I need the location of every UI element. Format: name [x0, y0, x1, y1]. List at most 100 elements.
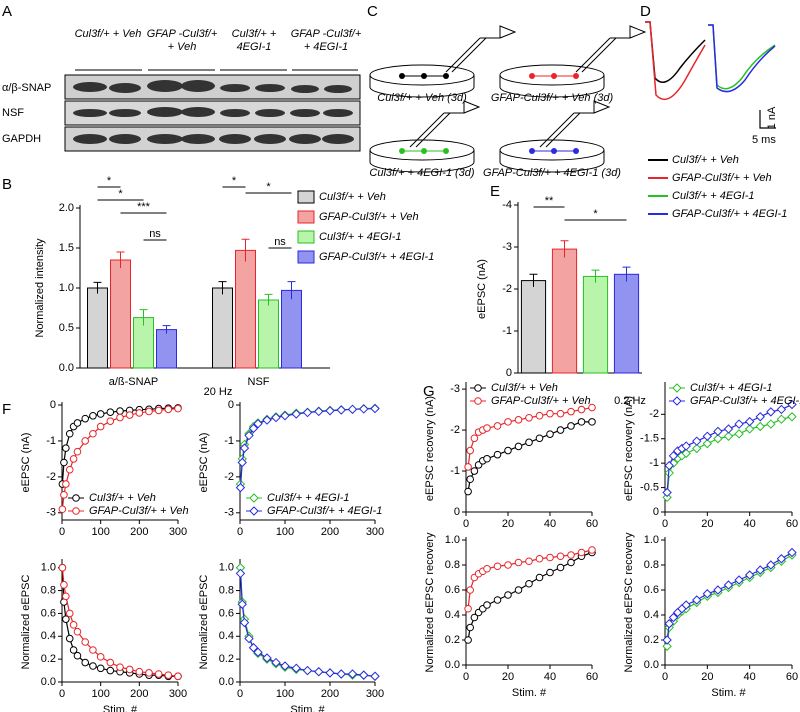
point [125, 665, 134, 674]
point [89, 662, 97, 670]
point [567, 558, 575, 567]
y-tick-label: 0.0 [219, 676, 234, 688]
point [672, 383, 682, 393]
point [106, 666, 115, 675]
dish-label: GFAP-Cul3f/+ + Veh (3d) [491, 92, 614, 104]
panel-label: B [2, 176, 12, 193]
x-tick-label: 20 [502, 518, 514, 530]
y-axis-label: Normalized eEPSC recovery [623, 532, 635, 672]
x-tick-label: 100 [276, 688, 294, 700]
y-tick-label: -2 [450, 424, 460, 436]
point [514, 416, 523, 424]
x-tick-label: 300 [169, 688, 187, 700]
legend-label: Cul3f/+ + 4EGI-1 [690, 382, 773, 394]
point [713, 426, 723, 437]
y-tick-label: -3 [46, 507, 56, 519]
significance: ** [545, 195, 554, 207]
x-tick-label: 300 [169, 526, 187, 538]
point [744, 416, 755, 427]
x-tick-label: 0 [59, 526, 65, 538]
point [58, 505, 67, 514]
point [464, 463, 472, 471]
y-tick-label: -2 [46, 471, 56, 483]
y-tick-label: 0.5 [59, 322, 74, 334]
point [514, 442, 523, 451]
dish [499, 25, 647, 98]
point [681, 600, 691, 610]
significance: * [593, 208, 598, 220]
point [470, 613, 479, 622]
point [776, 554, 787, 564]
point [65, 634, 74, 643]
point [535, 434, 544, 443]
point [466, 475, 475, 484]
x-tick-label: 200 [130, 688, 148, 700]
y-tick-label: -2 [649, 408, 659, 420]
point [470, 467, 479, 475]
blot-column-label: GFAP -Cul3f/+ + 4EGI-1 [290, 28, 362, 53]
x-tick-label: 0 [237, 526, 243, 538]
y-tick-label: -1 [46, 435, 56, 447]
legend-label: Cul3f/+ + 4EGI-1 [319, 231, 402, 243]
point [546, 568, 554, 577]
y-tick-label: 0.8 [644, 559, 659, 571]
y-tick-label: -1.5 [640, 433, 659, 445]
point [546, 430, 554, 438]
point [546, 553, 554, 562]
point [96, 653, 105, 661]
dish-label: Cul3f/+ + Veh (3d) [377, 92, 467, 104]
point [72, 507, 80, 515]
x-tick-label: 20 [701, 671, 713, 683]
x-tick-label: 40 [544, 671, 556, 683]
point [62, 592, 70, 601]
point [248, 423, 259, 434]
blot-column-label: Cul3f/+ + Veh [74, 28, 142, 40]
point [237, 457, 247, 468]
y-tick-label: -1 [502, 325, 512, 337]
blot-bands [73, 80, 354, 144]
point [567, 551, 575, 559]
y-tick-label: 0.4 [644, 609, 659, 621]
x-tick-label: 40 [744, 671, 756, 683]
y-tick-label: 0.8 [219, 584, 234, 596]
point [723, 580, 734, 590]
point [370, 403, 380, 414]
legend-label: Cul3f/+ + 4EGI-1 [672, 190, 755, 202]
x-tick-label: a/ß-SNAP [109, 376, 159, 388]
point [567, 422, 575, 430]
legend-label: GFAP-Cul3f/+ + 4EGI-1 [267, 505, 382, 517]
y-tick-label: 0.6 [41, 607, 56, 619]
point [280, 661, 290, 671]
y-tick-label: 0.6 [219, 607, 234, 619]
y-tick-label: 1.0 [644, 534, 659, 546]
point [60, 458, 68, 467]
point [62, 444, 70, 452]
y-tick-label: -2 [502, 283, 512, 295]
point [662, 641, 672, 651]
y-tick-label: 0.0 [445, 659, 460, 671]
series-line [239, 573, 376, 677]
point [577, 418, 586, 426]
point [504, 418, 512, 426]
y-tick-label: -0.5 [640, 481, 659, 493]
dish-label: Cul3f/+ + 4EGI-1 (3d) [369, 167, 474, 179]
point [154, 670, 163, 678]
blot-column-label: GFAP -Cul3f/+ + Veh [146, 28, 218, 53]
point [766, 419, 776, 429]
panel-label: F [2, 401, 11, 418]
x-tick-label: 100 [91, 526, 109, 538]
point [244, 430, 254, 441]
bar [156, 329, 177, 369]
point [483, 424, 491, 432]
point [662, 492, 672, 503]
blot-row-label: GAPDH [2, 133, 41, 145]
point [116, 413, 124, 422]
bar [582, 275, 609, 374]
point [525, 438, 533, 447]
x-tick-label: 300 [366, 688, 384, 700]
point [525, 557, 533, 566]
point [291, 409, 301, 419]
point [787, 412, 797, 422]
error-bar [162, 325, 171, 334]
